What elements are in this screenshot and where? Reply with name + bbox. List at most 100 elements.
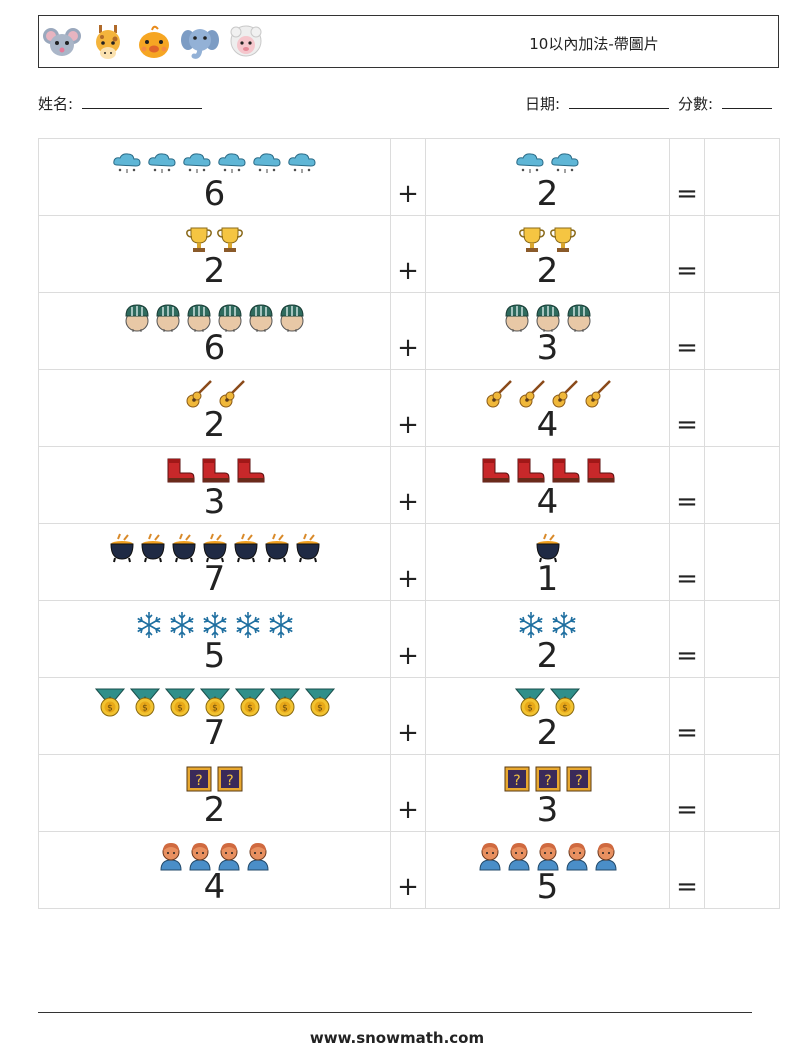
- chick-icon: [134, 22, 174, 62]
- right-operand-cell: $ $2: [425, 677, 670, 755]
- svg-text:?: ?: [513, 773, 520, 789]
- plus-sign: +: [397, 487, 419, 517]
- plus-sign: +: [397, 256, 419, 286]
- right-picture-group: [426, 840, 669, 872]
- left-picture-group: [39, 455, 390, 487]
- svg-text:$: $: [282, 704, 288, 714]
- medal-icon: $: [514, 688, 546, 717]
- person-icon: [507, 843, 530, 871]
- answer-cell[interactable]: [704, 600, 780, 678]
- equals-sign: =: [676, 410, 698, 440]
- left-number: 3: [203, 482, 226, 522]
- answer-cell[interactable]: [704, 369, 780, 447]
- plus-sign-cell: +: [390, 523, 426, 601]
- plus-sign-cell: +: [390, 600, 426, 678]
- right-number: 4: [536, 405, 559, 445]
- table-row: 4 +5 =: [38, 831, 780, 909]
- right-operand-cell: 2: [425, 600, 670, 678]
- equals-sign-cell: =: [669, 215, 705, 293]
- answer-cell[interactable]: [704, 523, 780, 601]
- snowflake-icon: [202, 612, 227, 638]
- right-number: 4: [536, 482, 559, 522]
- cauldron-icon: [535, 533, 560, 563]
- equals-sign: =: [676, 256, 698, 286]
- table-row: 2 +2 =: [38, 215, 780, 293]
- equals-sign-cell: =: [669, 523, 705, 601]
- equals-sign-cell: =: [669, 754, 705, 832]
- right-number: 3: [536, 790, 559, 830]
- score-label: 分數:: [678, 95, 714, 113]
- answer-cell[interactable]: [704, 292, 780, 370]
- left-number: 7: [203, 713, 226, 753]
- right-number: 2: [536, 251, 559, 291]
- svg-text:$: $: [107, 704, 113, 714]
- plus-sign: +: [397, 333, 419, 363]
- snowflake-icon: [136, 612, 161, 638]
- plus-sign-cell: +: [390, 138, 426, 216]
- score-field: 分數:: [678, 93, 772, 114]
- table-row: 7 +1 =: [38, 523, 780, 601]
- right-picture-group: [426, 147, 669, 179]
- guitar-icon: [486, 380, 512, 408]
- table-row: 2 +4 =: [38, 369, 780, 447]
- left-operand-cell: 2: [38, 369, 391, 447]
- score-blank[interactable]: [721, 95, 772, 109]
- mouse-icon: [42, 22, 82, 62]
- name-blank[interactable]: [81, 95, 202, 109]
- svg-text:$: $: [527, 704, 533, 714]
- left-picture-group: [39, 609, 390, 641]
- animal-icons: [42, 22, 266, 62]
- answer-cell[interactable]: [704, 754, 780, 832]
- equals-sign: =: [676, 333, 698, 363]
- table-row: 5 +2 =: [38, 600, 780, 678]
- question-box-icon: ?: [535, 766, 560, 792]
- medal-icon: $: [234, 688, 265, 717]
- left-operand-cell: 5: [38, 600, 391, 678]
- cauldron-icon: [264, 533, 289, 563]
- helmet-head-icon: [504, 304, 529, 332]
- left-picture-group: [39, 147, 390, 179]
- answer-cell[interactable]: [704, 446, 780, 524]
- left-operand-cell: $ $ $ $ $ $ $7: [38, 677, 391, 755]
- trophy-icon: [550, 227, 576, 252]
- date-blank[interactable]: [568, 95, 669, 109]
- helmet-head-icon: [535, 304, 560, 332]
- person-icon: [218, 843, 240, 871]
- guitar-icon: [552, 380, 578, 408]
- table-row: 6 +3 =: [38, 292, 780, 370]
- equals-sign: =: [676, 179, 698, 209]
- svg-text:$: $: [247, 704, 253, 714]
- answer-cell[interactable]: [704, 138, 780, 216]
- guitar-icon: [219, 380, 245, 408]
- left-picture-group: [39, 224, 390, 256]
- name-field: 姓名:: [38, 93, 202, 114]
- equals-sign: =: [676, 718, 698, 748]
- svg-text:?: ?: [575, 773, 582, 789]
- cloud-icon: [288, 153, 316, 173]
- plus-sign: +: [397, 718, 419, 748]
- answer-cell[interactable]: [704, 831, 780, 909]
- addition-table: 6 +2 = 2 +2 = 6 +3 = 2 +4 = 3 +4 = 7 +1 = 5 +2 = $ $ $ $ $ $ $7 + $ $2…: [38, 138, 780, 909]
- right-number: 2: [536, 636, 559, 676]
- equals-sign: =: [676, 487, 698, 517]
- right-picture-group: [426, 301, 669, 333]
- snowflake-icon: [235, 612, 260, 638]
- right-picture-group: [426, 224, 669, 256]
- plus-sign: +: [397, 179, 419, 209]
- answer-cell[interactable]: [704, 215, 780, 293]
- right-picture-group: $ $: [426, 686, 669, 718]
- right-number: 2: [536, 174, 559, 214]
- boot-icon: [167, 458, 194, 483]
- answer-cell[interactable]: [704, 677, 780, 755]
- right-number: 2: [536, 713, 559, 753]
- plus-sign: +: [397, 795, 419, 825]
- left-picture-group: [39, 840, 390, 872]
- right-number: 1: [536, 559, 559, 599]
- cloud-icon: [183, 153, 211, 173]
- boot-icon: [237, 458, 264, 483]
- equals-sign: =: [676, 641, 698, 671]
- sheep-icon: [226, 22, 266, 62]
- equals-sign-cell: =: [669, 600, 705, 678]
- plus-sign-cell: +: [390, 292, 426, 370]
- worksheet-title: 10以內加法-帶圖片: [529, 35, 659, 53]
